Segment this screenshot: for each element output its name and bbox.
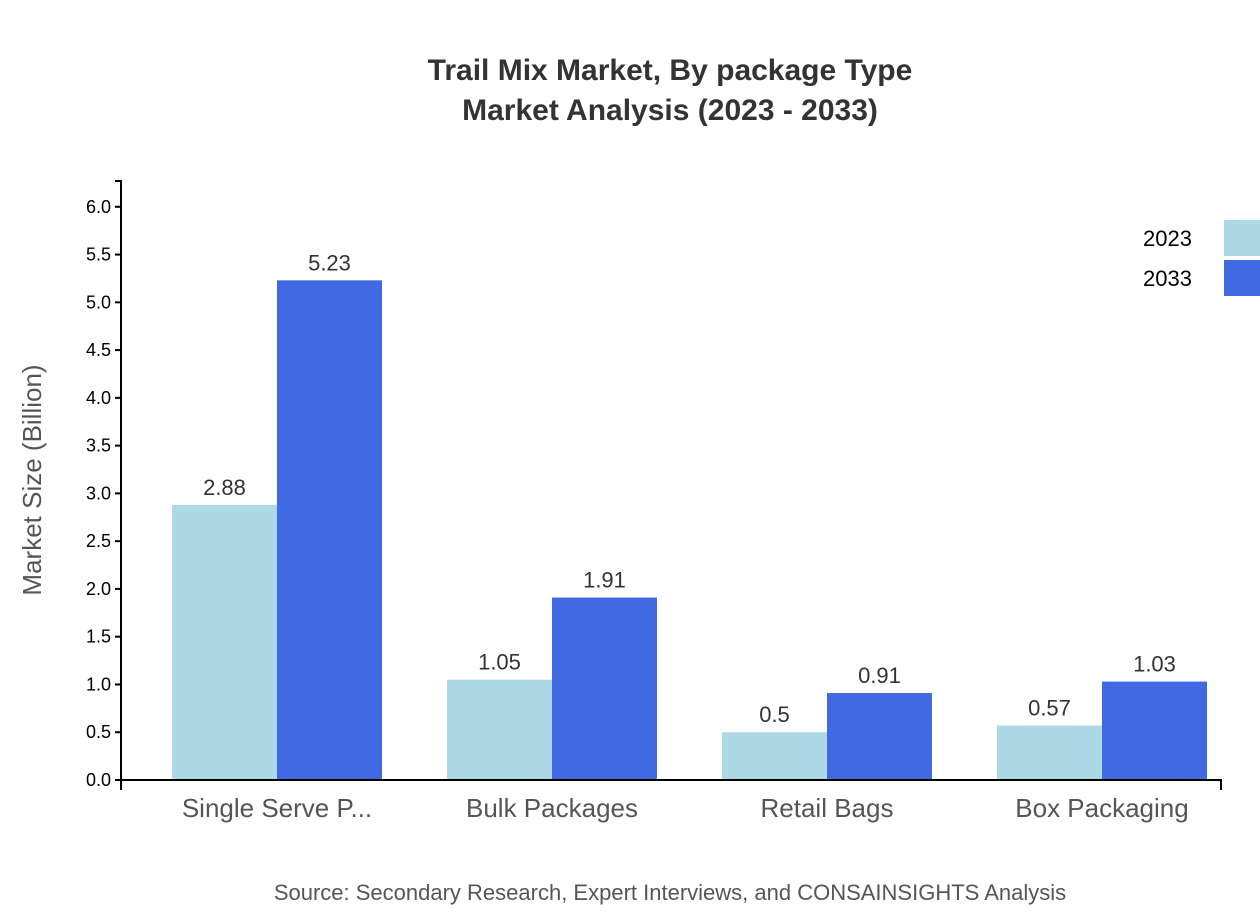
- y-tick-label: 0.0: [86, 770, 111, 790]
- data-label: 0.5: [759, 702, 790, 727]
- y-tick-label: 5.0: [86, 292, 111, 312]
- bars-group: 2.88 5.23 1.05 1.91 0.5 0.91 0.57 1.03: [172, 250, 1207, 780]
- legend-label: 2033: [1143, 266, 1192, 291]
- data-label: 1.05: [478, 650, 521, 675]
- bar-2023: [172, 504, 277, 780]
- data-label: 5.23: [308, 250, 351, 275]
- legend-label: 2023: [1143, 226, 1192, 251]
- x-tick-label: Bulk Packages: [466, 793, 638, 823]
- source-note: Source: Secondary Research, Expert Inter…: [274, 880, 1066, 905]
- y-axis: 0.0 0.5 1.0 1.5 2.0 2.5 3.0 3.5 4.0 4.5 5.0 5.5 6.0: [86, 180, 122, 790]
- legend: 2023 2033: [1143, 220, 1260, 296]
- data-label: 0.91: [858, 663, 901, 688]
- y-axis-label: Market Size (Billion): [17, 364, 47, 595]
- bar-2033: [552, 597, 657, 780]
- x-tick-label: Single Serve P...: [182, 793, 372, 823]
- y-tick-label: 4.5: [86, 340, 111, 360]
- x-tick-label: Retail Bags: [761, 793, 894, 823]
- y-tick-label: 2.0: [86, 579, 111, 599]
- x-axis: Single Serve P... Bulk Packages Retail Bag…: [120, 779, 1222, 823]
- data-label: 2.88: [203, 475, 246, 500]
- bar-2033: [277, 280, 382, 780]
- y-tick-label: 1.0: [86, 674, 111, 694]
- bar-2023: [447, 679, 552, 780]
- x-axis-line: [120, 779, 1222, 790]
- legend-swatch-2023: [1224, 220, 1260, 256]
- y-tick-label: 2.5: [86, 531, 111, 551]
- y-tick-label: 6.0: [86, 197, 111, 217]
- y-tick-label: 5.5: [86, 245, 111, 265]
- y-tick-label: 3.0: [86, 483, 111, 503]
- y-tick-label: 1.5: [86, 627, 111, 647]
- y-tick-label: 3.5: [86, 436, 111, 456]
- bar-2023: [722, 732, 827, 780]
- chart-subtitle: Market Analysis (2023 - 2033): [462, 94, 878, 127]
- bar-2033: [827, 693, 932, 780]
- legend-swatch-2033: [1224, 260, 1260, 296]
- x-tick-label: Box Packaging: [1015, 793, 1188, 823]
- bar-2023: [997, 725, 1102, 780]
- y-tick-label: 0.5: [86, 722, 111, 742]
- data-label: 1.03: [1133, 652, 1176, 677]
- data-label: 1.91: [583, 568, 626, 593]
- y-axis-line: [115, 180, 122, 780]
- y-tick-label: 4.0: [86, 388, 111, 408]
- chart-title: Trail Mix Market, By package Type: [428, 54, 913, 87]
- data-label: 0.57: [1028, 696, 1071, 721]
- bar-2033: [1102, 681, 1207, 780]
